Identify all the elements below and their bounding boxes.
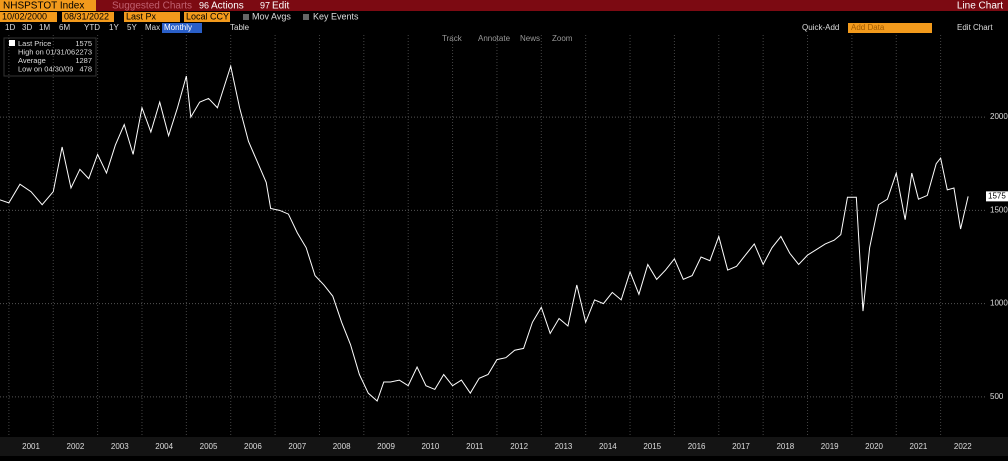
x-tick-label: 2019 [821, 442, 839, 451]
x-tick-label: 2004 [155, 442, 173, 451]
range-button[interactable]: 3D [22, 23, 32, 32]
range-button[interactable]: 1M [39, 23, 50, 32]
currency: Local CCY [186, 11, 229, 21]
checkbox[interactable] [243, 14, 249, 20]
x-tick-label: 2013 [555, 442, 573, 451]
legend-value: 478 [79, 64, 92, 73]
x-tick-label: 2002 [67, 442, 85, 451]
ticker-box[interactable] [0, 0, 96, 11]
ccy-box[interactable] [184, 12, 230, 22]
x-tick-label: 2014 [599, 442, 617, 451]
x-tick-label: 2005 [200, 442, 218, 451]
legend-value: 1287 [75, 56, 92, 65]
x-tick-label: 2008 [333, 442, 351, 451]
range-button[interactable]: 1Y [109, 23, 119, 32]
period: Monthly [164, 23, 192, 32]
last-price-value: 1575 [988, 191, 1006, 200]
x-tick-label: 2016 [688, 442, 706, 451]
table[interactable]: Table [230, 23, 250, 32]
x-tick-label: 2021 [910, 442, 928, 451]
x-tick-label: 2009 [377, 442, 395, 451]
add-data: Add Data [851, 23, 885, 32]
x-tick-label: 2003 [111, 442, 129, 451]
tool-button[interactable]: Zoom [552, 34, 573, 43]
y-tick-label: 1500 [990, 205, 1008, 214]
quick-add[interactable]: Quick-Add [802, 23, 839, 32]
field-box[interactable] [124, 12, 180, 22]
legend-label: High on 01/31/06 [18, 47, 75, 56]
legend-label: Low on 04/30/09 [18, 64, 73, 73]
actions[interactable]: Actions [211, 1, 244, 12]
x-tick-label: 2012 [510, 442, 528, 451]
x-tick-label: 2015 [643, 442, 661, 451]
range-button[interactable]: Max [145, 23, 160, 32]
x-tick-label: 2010 [421, 442, 439, 451]
x-tick-label: 2020 [865, 442, 883, 451]
key-events[interactable]: Key Events [313, 11, 359, 21]
legend [3, 37, 97, 77]
y-tick-label: 2000 [990, 112, 1008, 121]
legend-label: Last Price [18, 39, 51, 48]
x-tick-label: 2017 [732, 442, 750, 451]
add-data-box[interactable] [848, 23, 932, 33]
range-button[interactable]: 1D [5, 23, 15, 32]
period-box[interactable] [162, 23, 202, 33]
y-tick-label: 1000 [990, 299, 1008, 308]
x-tick-label: 2018 [776, 442, 794, 451]
edit-chart[interactable]: Edit Chart [957, 23, 993, 32]
legend-swatch [9, 40, 15, 46]
x-tick-label: 2006 [244, 442, 262, 451]
x-tick-label: 2022 [954, 442, 972, 451]
x-tick-label: 2011 [466, 442, 484, 451]
x-tick-label: 2007 [288, 442, 306, 451]
price-line [0, 64, 969, 402]
checkbox[interactable] [303, 14, 309, 20]
start-box[interactable] [0, 12, 57, 22]
x-axis-band [0, 437, 1008, 456]
mov-avgs[interactable]: Mov Avgs [252, 11, 291, 21]
view: Line Chart [957, 1, 1003, 12]
field: Last Px [126, 11, 157, 21]
range-button[interactable]: 5Y [127, 23, 137, 32]
legend-value: 1575 [75, 39, 92, 48]
range-button[interactable]: YTD [84, 23, 100, 32]
tool-button[interactable]: Annotate [478, 34, 511, 43]
legend-label: Average [18, 56, 46, 65]
x-tick-label: 2001 [22, 442, 40, 451]
end: 08/31/2022 [64, 11, 109, 21]
start: 10/02/2000 [2, 11, 47, 21]
y-tick-label: 500 [990, 392, 1004, 401]
ticker: NHSPSTOT Index [3, 1, 84, 12]
actions-num: 96 [199, 0, 209, 10]
legend-value: 2273 [75, 47, 92, 56]
tool-button[interactable]: News [520, 34, 540, 43]
end-box[interactable] [62, 12, 114, 22]
edit[interactable]: Edit [272, 1, 289, 12]
suggested[interactable]: Suggested Charts [112, 1, 192, 12]
range-button[interactable]: 6M [59, 23, 70, 32]
edit-num: 97 [260, 0, 270, 10]
top-bar [0, 0, 1008, 11]
last-price-tag [986, 191, 1008, 202]
